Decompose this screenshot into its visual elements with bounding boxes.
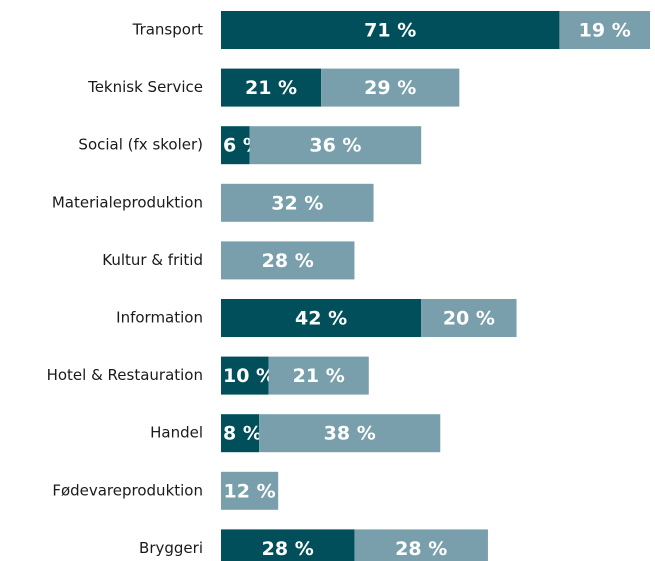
- category-label: Handel: [150, 424, 203, 442]
- bar-segment: [221, 299, 422, 337]
- bar-segment: [221, 126, 250, 165]
- value-label: 19 %: [579, 20, 631, 42]
- value-label: 36 %: [309, 135, 361, 157]
- bar-segment: [221, 68, 322, 107]
- bar-segment: [559, 11, 650, 49]
- bar-segment: [221, 529, 355, 561]
- category-label: Bryggeri: [139, 539, 203, 557]
- bar-segment: [221, 471, 279, 510]
- value-label: 42 %: [295, 308, 347, 330]
- category-label: Teknisk Service: [87, 78, 203, 96]
- bar-segment: [259, 414, 441, 453]
- value-label: 12 %: [224, 480, 276, 502]
- bar-segment: [354, 529, 488, 561]
- bar-segment: [249, 126, 422, 165]
- category-label: Materialeproduktion: [52, 193, 203, 211]
- category-label: Kultur & fritid: [102, 251, 203, 269]
- category-label: Transport: [132, 21, 204, 39]
- value-label: 21 %: [293, 365, 345, 387]
- value-label: 38 %: [324, 423, 376, 445]
- bar-segment: [421, 299, 517, 337]
- value-label: 10 %: [223, 365, 275, 387]
- category-label: Fødevareproduktion: [52, 481, 203, 499]
- bar-segment: [221, 414, 260, 453]
- value-label: 29 %: [364, 77, 416, 99]
- category-label: Information: [116, 309, 203, 327]
- bar-segment: [221, 183, 374, 222]
- category-label: Hotel & Restauration: [47, 366, 203, 384]
- bar-segment: [268, 356, 369, 395]
- value-label: 71 %: [364, 20, 416, 42]
- bar-segment: [221, 241, 355, 280]
- value-label: 28 %: [262, 250, 314, 272]
- value-label: 20 %: [443, 308, 495, 330]
- value-label: 28 %: [262, 538, 314, 560]
- value-label: 8 %: [223, 423, 262, 445]
- value-label: 28 %: [395, 538, 447, 560]
- value-label: 21 %: [245, 77, 297, 99]
- bar-segment: [221, 356, 269, 395]
- category-label: Social (fx skoler): [78, 136, 203, 154]
- bar-segment: [221, 11, 560, 49]
- value-label: 32 %: [271, 192, 323, 214]
- bar-segment: [321, 68, 460, 107]
